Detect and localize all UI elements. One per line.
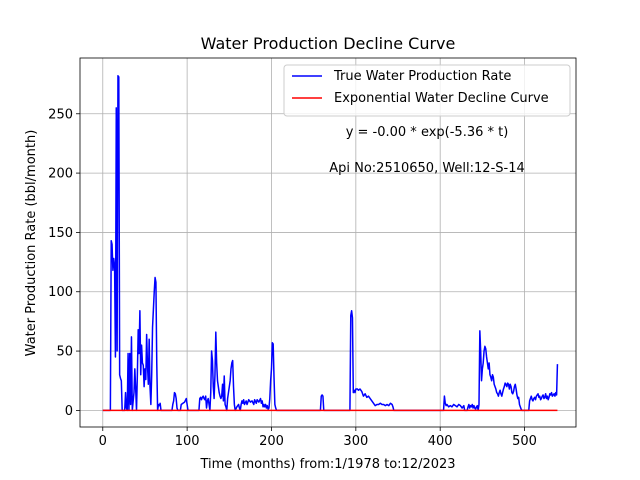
y-tick-label: 200 bbox=[48, 167, 73, 182]
y-tick-label: 100 bbox=[48, 285, 73, 300]
legend-label-true-water-production-rate: True Water Production Rate bbox=[333, 69, 511, 84]
well-info-annotation: Api No:2510650, Well:12-S-14 bbox=[329, 161, 525, 176]
equation-annotation: y = -0.00 * exp(-5.36 * t) bbox=[346, 125, 509, 140]
x-tick-label: 200 bbox=[259, 434, 284, 449]
series-layer bbox=[102, 75, 559, 412]
axes-frame bbox=[79, 57, 577, 428]
x-tick-label: 300 bbox=[343, 434, 368, 449]
legend-box bbox=[283, 64, 571, 117]
plot-area bbox=[80, 58, 576, 427]
x-tick-label: 500 bbox=[512, 434, 537, 449]
x-tick-label: 100 bbox=[175, 434, 200, 449]
y-tick-label: 50 bbox=[56, 345, 73, 360]
x-axis-label: Time (months) from:1/1978 to:12/2023 bbox=[199, 457, 455, 472]
y-axis-ticks: 0 50 100 150 200 250 bbox=[48, 107, 80, 419]
series-line-true-water-production-rate bbox=[102, 75, 559, 412]
x-axis-ticks: 0 100 200 300 400 500 bbox=[99, 427, 537, 449]
y-tick-label: 250 bbox=[48, 107, 73, 122]
x-tick-label: 400 bbox=[428, 434, 453, 449]
legend-label-exponential-water-decline-curve: Exponential Water Decline Curve bbox=[334, 91, 549, 106]
chart-title: Water Production Decline Curve bbox=[201, 34, 456, 53]
x-tick-label: 0 bbox=[99, 434, 107, 449]
legend: True Water Production Rate Exponential W… bbox=[283, 64, 571, 117]
y-axis-label: Water Production Rate (bbl/month) bbox=[24, 130, 39, 357]
y-tick-label: 0 bbox=[65, 404, 73, 419]
y-tick-label: 150 bbox=[48, 226, 73, 241]
